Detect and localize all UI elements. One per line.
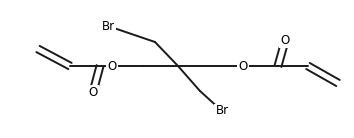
Text: Br: Br <box>216 104 229 117</box>
Text: O: O <box>88 86 98 99</box>
Text: Br: Br <box>102 19 115 33</box>
Text: O: O <box>238 59 248 72</box>
Text: O: O <box>280 34 290 47</box>
Text: O: O <box>107 59 116 72</box>
